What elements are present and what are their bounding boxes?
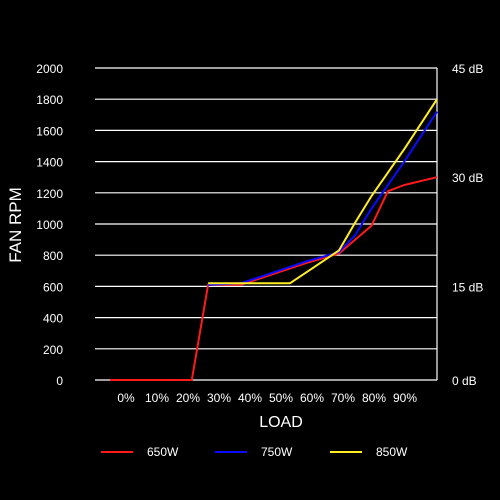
series-lines (110, 98, 438, 381)
y-tick-label: 0 (56, 374, 63, 388)
y-tick-label: 1400 (36, 156, 63, 170)
x-tick-label: 30% (207, 391, 231, 405)
y2-axis-ticks: 0 dB 15 dB 30 dB 45 dB (452, 62, 483, 388)
y-tick-label: 800 (43, 249, 63, 263)
y-tick-label: 1800 (36, 93, 63, 107)
y2-tick-label: 45 dB (452, 62, 483, 76)
y-tick-label: 1600 (36, 124, 63, 138)
x-tick-label: 0% (117, 391, 135, 405)
y-tick-label: 1200 (36, 187, 63, 201)
series-line-850w (208, 98, 438, 285)
series-line-750w (208, 111, 438, 286)
y-tick-label: 1000 (36, 218, 63, 232)
y2-tick-label: 15 dB (452, 280, 483, 294)
series-line-650w (110, 176, 438, 381)
legend-label-750w: 750W (261, 445, 293, 459)
legend-label-850w: 850W (376, 445, 408, 459)
grid (95, 67, 437, 381)
x-tick-label: 60% (300, 391, 324, 405)
x-tick-label: 50% (269, 391, 293, 405)
y-tick-label: 200 (43, 343, 63, 357)
x-tick-label: 70% (331, 391, 355, 405)
y2-tick-label: 30 dB (452, 171, 483, 185)
legend-label-650w: 650W (147, 445, 179, 459)
x-tick-label: 20% (176, 391, 200, 405)
x-axis-ticks: 0% 10% 20% 30% 40% 50% 60% 70% 80% 90% (117, 391, 417, 405)
y-tick-label: 600 (43, 280, 63, 294)
x-axis-label: LOAD (259, 414, 303, 431)
legend: 650W 750W 850W (101, 445, 408, 459)
y-tick-label: 400 (43, 312, 63, 326)
y-axis-ticks: 0 200 400 600 800 1000 1200 1400 1600 1800 2000 (36, 62, 63, 388)
x-tick-label: 90% (393, 391, 417, 405)
x-tick-label: 40% (238, 391, 262, 405)
y2-tick-label: 0 dB (452, 374, 477, 388)
x-tick-label: 10% (145, 391, 169, 405)
x-tick-label: 80% (362, 391, 386, 405)
y-axis-label: FAN RPM (6, 187, 25, 263)
y-tick-label: 2000 (36, 62, 63, 76)
